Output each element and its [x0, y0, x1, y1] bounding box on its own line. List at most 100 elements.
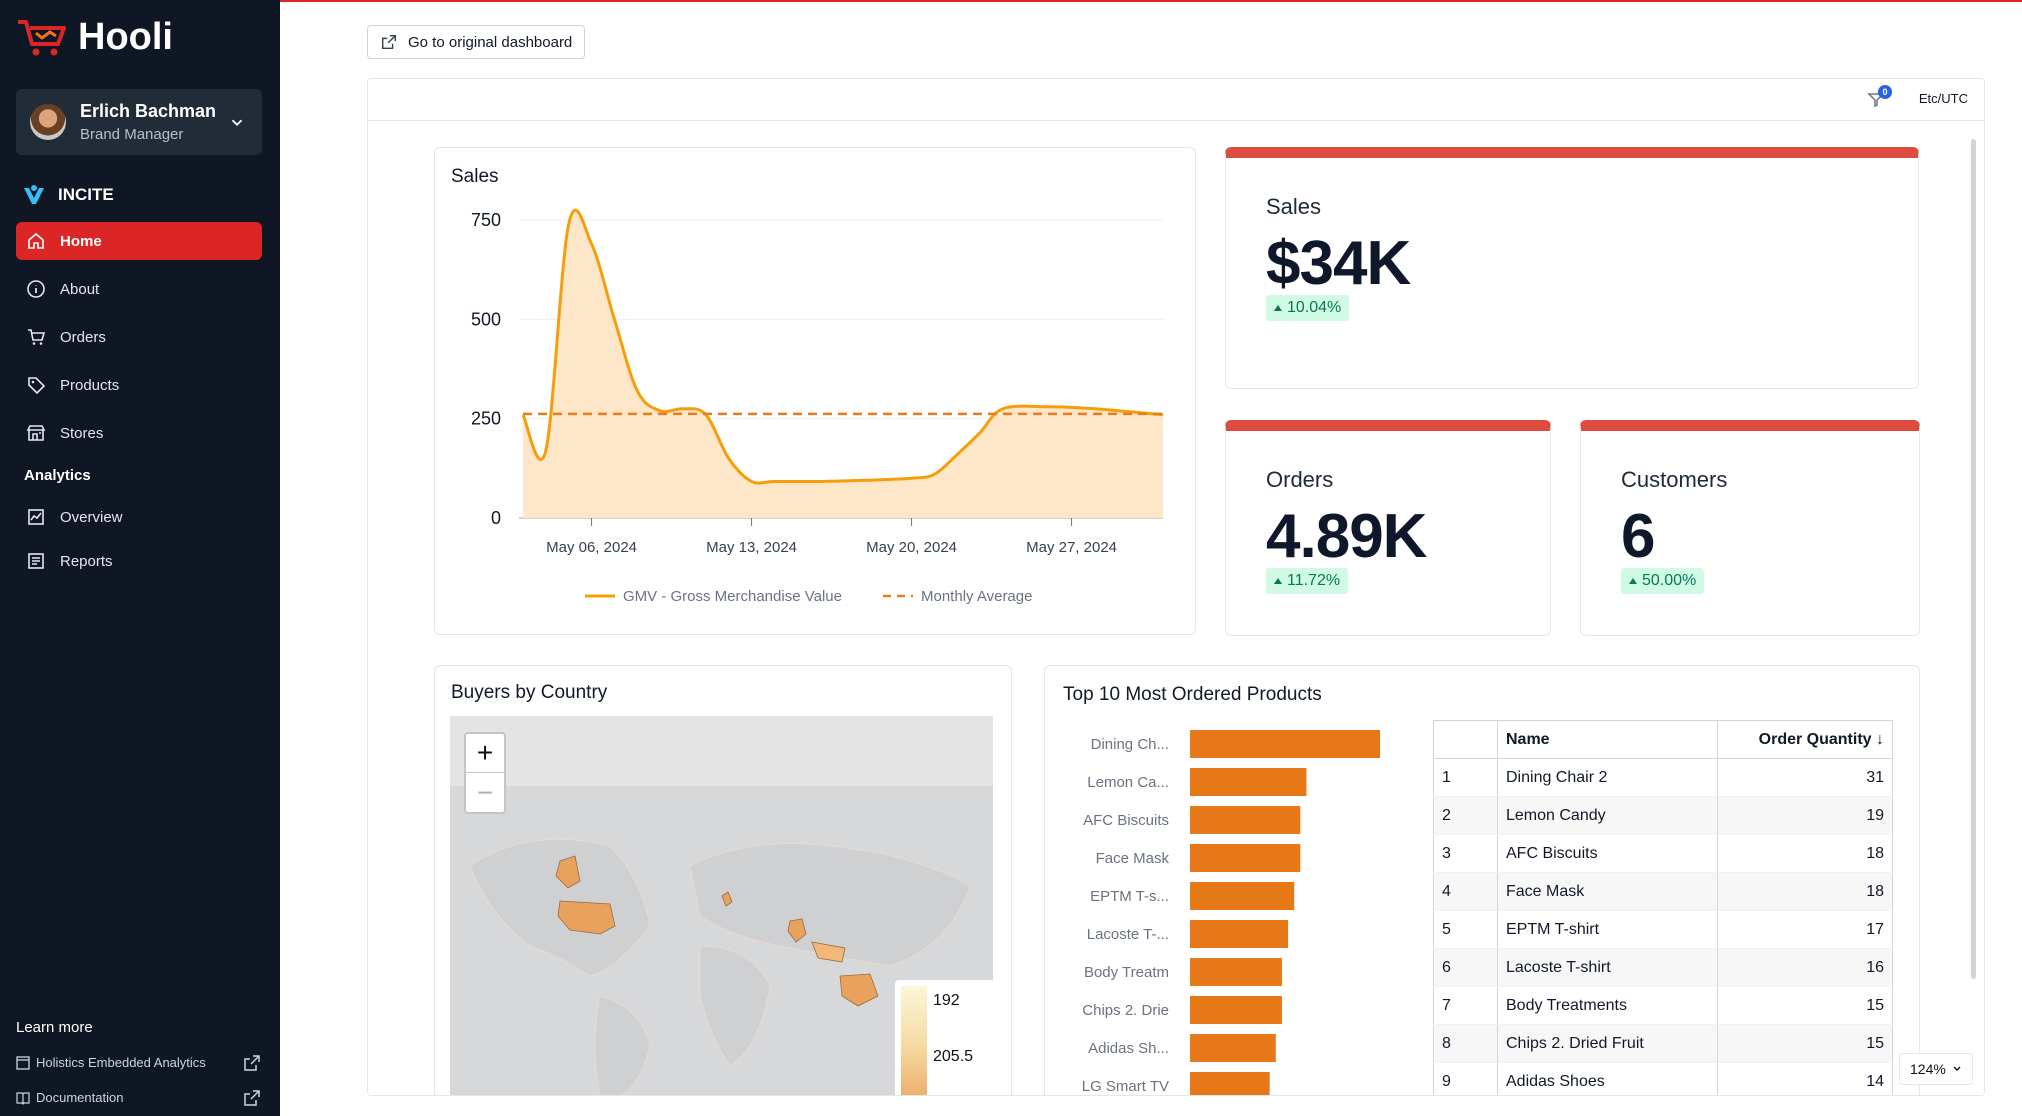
- col-name-header[interactable]: Name: [1497, 720, 1718, 759]
- nav-reports-label: Reports: [60, 552, 113, 570]
- legend-average-label[interactable]: Monthly Average: [921, 588, 1032, 605]
- zoom-in-button[interactable]: +: [466, 734, 504, 773]
- book-icon: [16, 1091, 30, 1105]
- nav-stores[interactable]: Stores: [16, 414, 262, 452]
- product-bar[interactable]: [1190, 768, 1307, 796]
- nav-orders[interactable]: Orders: [16, 318, 262, 356]
- zoom-level-dropdown[interactable]: 124%: [1899, 1053, 1973, 1085]
- window-icon: [16, 1055, 30, 1070]
- vertical-scrollbar[interactable]: [1971, 139, 1976, 979]
- incite-label: INCITE: [58, 185, 114, 204]
- trend-up-icon: [1274, 305, 1282, 311]
- y-tick-label: 250: [471, 409, 501, 429]
- dashboard-toolbar: 0 Etc/UTC: [368, 79, 1984, 121]
- world-map[interactable]: + − 192 205.5: [450, 716, 993, 1095]
- table-row[interactable]: 1 Dining Chair 2 31: [1433, 758, 1893, 797]
- product-bar[interactable]: [1190, 844, 1301, 872]
- bar-label: LG Smart TV: [1082, 1078, 1169, 1095]
- top-accent-line: [280, 0, 2022, 2]
- bar-label: Chips 2. Drie: [1082, 1002, 1169, 1019]
- bar-label: Adidas Sh...: [1088, 1040, 1169, 1057]
- home-icon: [28, 232, 44, 249]
- buyers-map-title: Buyers by Country: [451, 682, 608, 703]
- cell-order-quantity: 18: [1717, 834, 1893, 873]
- kpi-customers-card: Customers 6 50.00%: [1580, 420, 1920, 636]
- cell-rank: 4: [1433, 872, 1498, 911]
- product-bar[interactable]: [1190, 920, 1289, 948]
- cell-order-quantity: 19: [1717, 796, 1893, 835]
- cell-order-quantity: 15: [1717, 1024, 1893, 1063]
- table-row[interactable]: 6 Lacoste T-shirt 16: [1433, 948, 1893, 987]
- user-switcher[interactable]: Erlich Bachman Brand Manager: [16, 89, 262, 155]
- product-bar[interactable]: [1190, 730, 1380, 758]
- table-row[interactable]: 5 EPTM T-shirt 17: [1433, 910, 1893, 949]
- brand-logo[interactable]: Hooli: [16, 16, 173, 59]
- external-link-icon: [244, 1090, 260, 1106]
- nav-orders-label: Orders: [60, 328, 106, 346]
- cell-name: EPTM T-shirt: [1497, 910, 1718, 949]
- table-row[interactable]: 9 Adidas Shoes 14: [1433, 1062, 1893, 1095]
- chart-icon: [28, 509, 44, 525]
- filter-button[interactable]: 0: [1866, 85, 1892, 113]
- table-row[interactable]: 3 AFC Biscuits 18: [1433, 834, 1893, 873]
- cell-order-quantity: 14: [1717, 1062, 1893, 1095]
- top-products-title: Top 10 Most Ordered Products: [1063, 684, 1322, 705]
- nav-about[interactable]: About: [16, 270, 262, 308]
- brand-name: Hooli: [78, 16, 173, 58]
- timezone-label[interactable]: Etc/UTC: [1918, 91, 1968, 106]
- y-tick-label: 500: [471, 309, 501, 329]
- cell-rank: 7: [1433, 986, 1498, 1025]
- gmv-area: [523, 210, 1163, 518]
- cell-rank: 8: [1433, 1024, 1498, 1063]
- col-order-quantity-header[interactable]: Order Quantity ↓: [1717, 720, 1893, 759]
- legend-gradient: [901, 986, 927, 1095]
- top-products-bar-chart[interactable]: Dining Ch... Lemon Ca... AFC Biscuits Face …: [1045, 718, 1405, 1096]
- cell-order-quantity: 16: [1717, 948, 1893, 987]
- product-bar[interactable]: [1190, 882, 1295, 910]
- cell-order-quantity: 31: [1717, 758, 1893, 797]
- x-tick-label: May 13, 2024: [706, 539, 797, 556]
- go-to-original-dashboard-button[interactable]: Go to original dashboard: [367, 25, 586, 59]
- table-row[interactable]: 2 Lemon Candy 19: [1433, 796, 1893, 835]
- x-tick-label: May 20, 2024: [866, 539, 957, 556]
- cell-order-quantity: 15: [1717, 986, 1893, 1025]
- nav-home[interactable]: Home: [16, 222, 262, 260]
- cell-name: Chips 2. Dried Fruit: [1497, 1024, 1718, 1063]
- link-holistics-embedded[interactable]: Holistics Embedded Analytics: [16, 1055, 262, 1071]
- gmv-line[interactable]: [521, 208, 1164, 485]
- table-row[interactable]: 4 Face Mask 18: [1433, 872, 1893, 911]
- external-link-icon: [244, 1055, 260, 1071]
- kpi-orders-card: Orders 4.89K 11.72%: [1225, 420, 1551, 636]
- product-bar[interactable]: [1190, 1072, 1270, 1096]
- kpi-customers-label: Customers: [1621, 467, 1728, 492]
- store-icon: [26, 425, 46, 441]
- world-map-shapes: [469, 838, 971, 1095]
- report-icon: [28, 553, 44, 569]
- trend-up-icon: [1629, 578, 1637, 584]
- product-bar[interactable]: [1190, 958, 1282, 986]
- link-documentation-label: Documentation: [36, 1090, 124, 1105]
- sales-chart-title: Sales: [451, 166, 499, 187]
- product-bar[interactable]: [1190, 1034, 1276, 1062]
- table-row[interactable]: 8 Chips 2. Dried Fruit 15: [1433, 1024, 1893, 1063]
- nav-reports[interactable]: Reports: [16, 542, 262, 580]
- kpi-orders-value: 4.89K: [1266, 502, 1427, 571]
- nav-products[interactable]: Products: [16, 366, 262, 404]
- product-bar[interactable]: [1190, 806, 1301, 834]
- top-products-table: Name Order Quantity ↓ 1 Dining Chair 2 31 2…: [1433, 720, 1893, 1095]
- legend-gmv-label[interactable]: GMV - Gross Merchandise Value: [623, 588, 842, 605]
- kpi-sales-change: 10.04%: [1287, 299, 1342, 316]
- dashboard-canvas: 0 Etc/UTC Sales 0 250 500 750 May 06, 2024 Ma…: [367, 78, 1985, 1096]
- map-zoom-control: + −: [464, 732, 506, 814]
- filter-count-badge: 0: [1878, 85, 1892, 99]
- cell-rank: 9: [1433, 1062, 1498, 1095]
- table-row[interactable]: 7 Body Treatments 15: [1433, 986, 1893, 1025]
- incite-logo-icon: [24, 185, 44, 204]
- nav-overview-label: Overview: [60, 508, 123, 526]
- nav-overview[interactable]: Overview: [16, 498, 262, 536]
- product-bar[interactable]: [1190, 996, 1282, 1024]
- link-documentation[interactable]: Documentation: [16, 1090, 262, 1106]
- sales-chart-card: Sales 0 250 500 750 May 06, 2024 May 13, 2024…: [434, 147, 1196, 635]
- sales-area-chart[interactable]: 0 250 500 750 May 06, 2024 May 13, 2024 May 20…: [435, 148, 1195, 634]
- zoom-out-button[interactable]: −: [476, 776, 494, 808]
